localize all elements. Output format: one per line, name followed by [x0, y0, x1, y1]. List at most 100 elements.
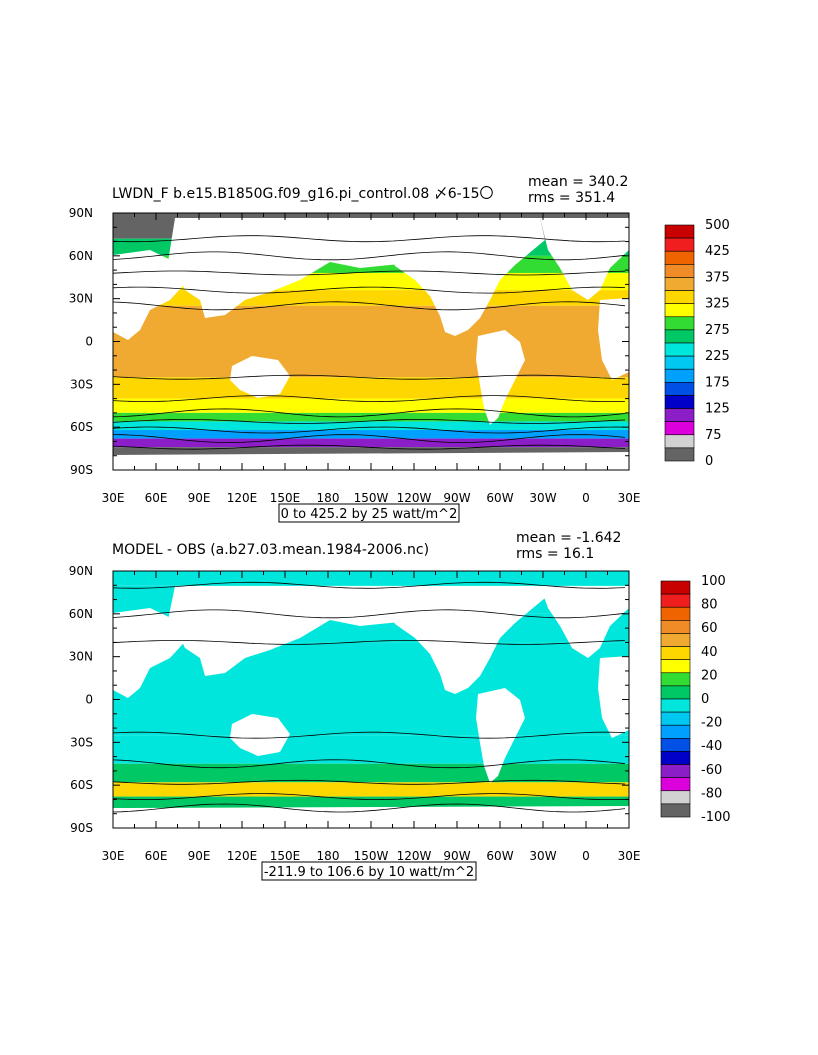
field-band: [113, 796, 629, 809]
colorbar-label: -80: [701, 786, 722, 801]
contour-line: [113, 395, 626, 403]
y-tick-label: 90N: [69, 564, 93, 578]
panel-title: LWDN_F b.e15.B1850G.f09_g16.pi_control.0…: [112, 186, 494, 202]
colorbar-swatch: [660, 751, 691, 765]
panel-model-minus-obs: MODEL - OBS (a.b27.03.mean.1984-2006.nc)…: [69, 530, 731, 881]
colorbar-swatch: [664, 237, 695, 252]
colorbar-label: -20: [701, 716, 722, 731]
y-tick-label: 90S: [70, 463, 93, 477]
x-tick-label: 60E: [145, 849, 168, 863]
contour-line: [113, 803, 626, 813]
field-band: [113, 305, 629, 378]
x-tick-label: 150E: [270, 491, 301, 505]
contour-line: [113, 251, 626, 261]
y-tick-label: 60N: [69, 249, 93, 263]
contour-line: [113, 609, 626, 619]
colorbar-label: 175: [705, 375, 730, 390]
contour-line: [113, 581, 626, 589]
colorbar-swatch: [664, 408, 695, 422]
colorbar-swatch: [660, 672, 691, 687]
contour-info: 0 to 425.2 by 25 watt/m^2: [281, 507, 458, 522]
x-tick-label: 180: [317, 849, 340, 863]
colorbar-label: 100: [701, 574, 726, 589]
contour-line: [113, 779, 626, 785]
colorbar-swatch: [664, 421, 695, 436]
contour-lines: [113, 581, 626, 813]
x-tick-label: 150W: [354, 849, 389, 863]
colorbar-label: 375: [705, 270, 730, 285]
x-tick-label: 30E: [618, 491, 641, 505]
colorbar-swatch: [664, 382, 695, 396]
colorbar-swatch: [664, 264, 695, 278]
colorbar-label: 60: [701, 621, 718, 636]
colorbar-swatch: [664, 434, 695, 449]
colorbar-swatch: [660, 790, 691, 805]
colorbar-swatch: [660, 646, 691, 660]
colorbar-swatch: [664, 316, 695, 331]
y-tick-label: 60S: [70, 778, 93, 792]
x-tick-label: 60E: [145, 491, 168, 505]
y-axis: 90N 60N 30N 0 30S 60S 90S: [69, 206, 629, 477]
colorbar-label: 425: [705, 244, 730, 259]
x-tick-label: 180: [317, 491, 340, 505]
x-tick-label: 150W: [354, 491, 389, 505]
colorbar-swatch: [660, 698, 691, 713]
colorbar-swatch: [664, 224, 695, 239]
y-tick-label: 0: [85, 693, 93, 707]
contour-line: [113, 301, 626, 311]
colorbar: 100 80 60 40 20 0 -20 -40 -60 -80 -100: [660, 574, 731, 825]
y-tick-label: 30N: [69, 650, 93, 664]
colorbar-swatch: [660, 803, 691, 818]
contour-line: [113, 444, 626, 450]
field-band: [113, 377, 629, 399]
field-band: [113, 412, 629, 422]
panel-rms: rms = 351.4: [528, 190, 615, 206]
contour-info: -211.9 to 106.6 by 10 watt/m^2: [264, 865, 474, 880]
y-tick-label: 60N: [69, 607, 93, 621]
contour-line: [113, 731, 626, 739]
colorbar-swatch: [660, 593, 691, 608]
colorbar-swatch: [664, 342, 695, 357]
land-mask: [113, 586, 629, 828]
panel-lwdn: LWDN_F b.e15.B1850G.f09_g16.pi_control.0…: [69, 174, 730, 523]
y-tick-label: 60S: [70, 420, 93, 434]
x-tick-label: 30W: [529, 491, 556, 505]
colorbar-label: 225: [705, 349, 730, 364]
x-tick-label: 120W: [397, 849, 432, 863]
colorbar-label: -40: [701, 739, 722, 754]
field-band: [113, 430, 629, 439]
y-axis: 90N 60N 30N 0 30S 60S 90S: [69, 564, 629, 835]
contour-line: [113, 793, 626, 801]
colorbar-swatch: [660, 764, 691, 778]
colorbar-label: -100: [701, 810, 731, 825]
x-tick-label: 30W: [529, 849, 556, 863]
contour-line: [113, 426, 626, 434]
y-tick-label: 90S: [70, 821, 93, 835]
colorbar-swatch: [660, 777, 691, 792]
field-band: [113, 642, 629, 736]
colorbar-swatch: [660, 606, 691, 621]
x-tick-label: 60W: [486, 491, 513, 505]
x-tick-label: 90E: [188, 491, 211, 505]
colorbar: 500 425 375 325 275 225 175 125 75 0: [664, 218, 730, 469]
colorbar-label: 0: [705, 454, 713, 469]
colorbar-label: 20: [701, 668, 718, 683]
x-tick-label: 30E: [102, 491, 125, 505]
x-axis: 30E 60E 90E 120E 150E 180 150W 120W 90W 60W 30W 0 30…: [102, 213, 641, 505]
colorbar-swatch: [664, 395, 695, 409]
colorbar-label: 500: [705, 218, 730, 233]
colorbar-swatch: [664, 290, 695, 304]
colorbar-label: 275: [705, 323, 730, 338]
colorbar-label: 0: [701, 692, 709, 707]
colorbar-swatch: [664, 355, 695, 370]
colorbar-label: -60: [701, 763, 722, 778]
y-tick-label: 0: [85, 335, 93, 349]
x-tick-label: 60W: [486, 849, 513, 863]
colorbar-label: 80: [701, 598, 718, 613]
contour-line: [113, 270, 626, 276]
x-tick-label: 120E: [227, 849, 258, 863]
x-tick-label: 90E: [188, 849, 211, 863]
contour-line: [113, 434, 626, 443]
colorbar-label: 325: [705, 297, 730, 312]
